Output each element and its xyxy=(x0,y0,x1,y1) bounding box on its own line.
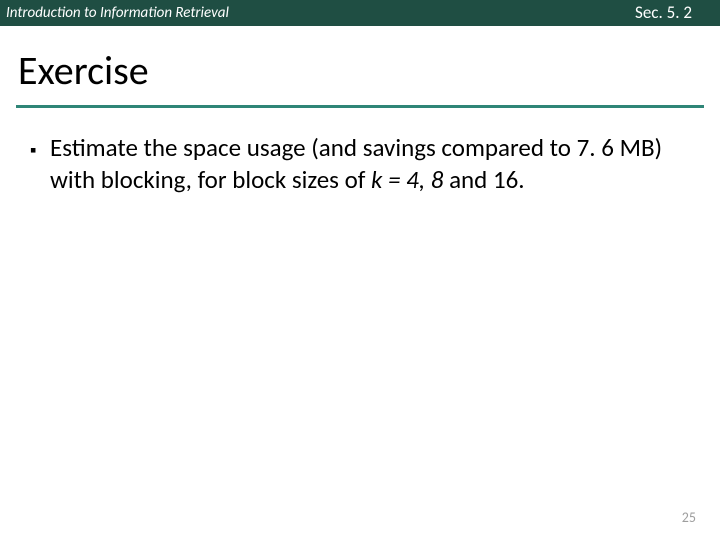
header-bar: Introduction to Information Retrieval Se… xyxy=(0,0,720,26)
slide: Introduction to Information Retrieval Se… xyxy=(0,0,720,540)
slide-title: Exercise xyxy=(18,46,702,95)
page-number: 25 xyxy=(682,509,696,526)
body: ▪ Estimate the space usage (and savings … xyxy=(0,108,720,196)
bullet-item: ▪ Estimate the space usage (and savings … xyxy=(30,132,690,196)
bullet-text: Estimate the space usage (and savings co… xyxy=(50,132,690,196)
bullet-icon: ▪ xyxy=(30,132,50,166)
title-area: Exercise xyxy=(0,26,720,101)
course-title: Introduction to Information Retrieval xyxy=(6,0,229,26)
section-label: Sec. 5. 2 xyxy=(635,0,720,26)
